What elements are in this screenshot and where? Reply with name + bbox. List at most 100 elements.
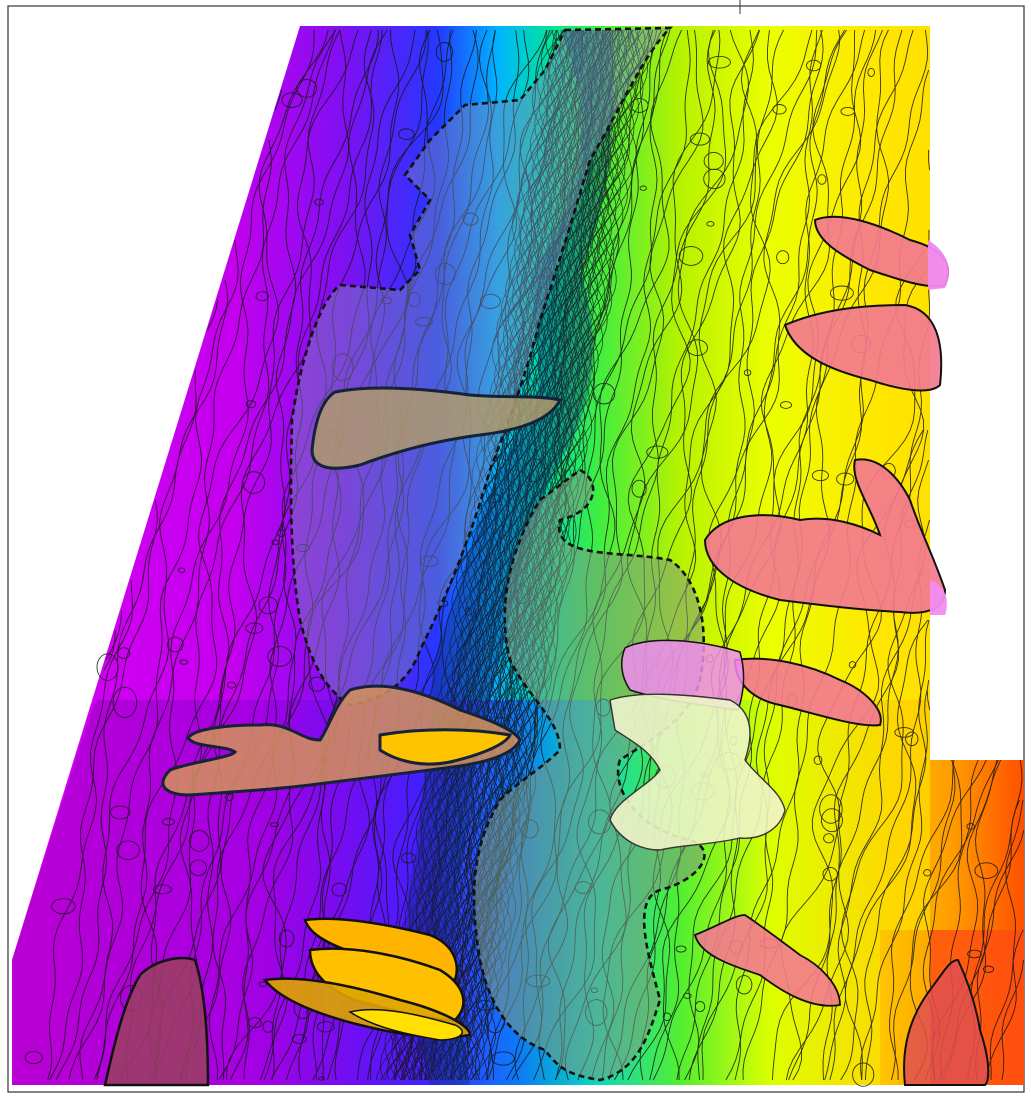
contour-line: [208, 29, 400, 1081]
contour-line: [984, 799, 1024, 1081]
contour-ring: [415, 317, 433, 327]
escarpment-contour: [425, 29, 610, 1081]
contour-ring: [820, 808, 843, 833]
pale-lobe: [609, 693, 786, 851]
contour-ring: [974, 862, 999, 879]
contour-ring: [258, 981, 267, 988]
contour-ring: [316, 1021, 335, 1033]
dashed-boundary-upper: [289, 26, 674, 707]
contour-ring: [245, 400, 257, 409]
contour-ring: [177, 567, 186, 574]
escarpment-contour: [387, 29, 565, 1081]
escarpment-contour: [380, 29, 568, 1081]
contour-line: [844, 619, 929, 1081]
escarpment-contour: [408, 29, 598, 1081]
contour-line: [96, 29, 315, 1081]
contour-ring: [51, 898, 76, 915]
contour-ring: [772, 104, 787, 115]
contour-ring: [694, 1000, 706, 1013]
contour-ring: [811, 469, 829, 482]
contour-ring: [400, 852, 417, 864]
contour-ring: [179, 659, 189, 665]
contour-ring: [271, 539, 280, 545]
contour-ring: [258, 596, 278, 615]
contour-ring: [819, 794, 843, 824]
contour-ring: [109, 805, 131, 820]
contour-ring: [24, 1051, 43, 1065]
contour-line: [1001, 959, 1024, 1081]
contour-ring: [813, 755, 823, 765]
contour-ring: [161, 818, 175, 826]
maroon-lobe-southwest: [103, 956, 210, 1087]
contour-line: [891, 759, 956, 1081]
contour-ring: [398, 128, 415, 140]
contour-ring: [967, 949, 982, 959]
contour-ring: [152, 884, 172, 895]
contour-ring: [678, 246, 704, 266]
contour-line: [788, 279, 931, 1081]
contour-line: [118, 29, 329, 1081]
contour-ring: [242, 471, 266, 494]
contour-ring: [475, 999, 495, 1011]
contour-ring: [491, 1051, 515, 1066]
contour-ring: [296, 544, 310, 552]
contour-line: [151, 29, 350, 1081]
contour-ring: [631, 479, 647, 498]
contour-ring: [331, 353, 354, 382]
escarpment-contour: [393, 29, 576, 1081]
contour-line: [314, 29, 492, 1081]
contour-ring: [776, 250, 790, 265]
contour-line: [125, 29, 335, 1081]
contour-line: [218, 29, 416, 1081]
escarpment-contour: [417, 29, 608, 1081]
pink-lobe-2: [783, 303, 943, 392]
dashed-boundary-lower: [472, 468, 706, 1082]
contour-ring: [434, 262, 456, 285]
contour-line: [413, 29, 604, 1081]
contour-ring: [743, 369, 752, 377]
pink-lobe-4: [733, 657, 882, 727]
contour-ring: [278, 929, 295, 948]
contour-ring: [189, 859, 207, 877]
contour-line: [271, 29, 454, 1081]
contour-ring: [706, 221, 715, 227]
gold-body-lower-4: [348, 1008, 463, 1041]
contour-ring: [117, 647, 131, 659]
magenta-lobe-2: [930, 580, 947, 615]
contour-ring: [689, 132, 710, 146]
contour-ring: [966, 823, 976, 830]
contour-line: [185, 29, 383, 1081]
contour-line: [312, 29, 530, 1081]
contour-line: [928, 149, 930, 171]
contour-ring: [188, 830, 210, 852]
escarpment-contour: [384, 29, 575, 1081]
contour-ring: [116, 840, 140, 860]
contour-ring: [281, 92, 303, 108]
contour-line: [334, 29, 548, 1081]
contour-line: [860, 689, 928, 1081]
contour-ring: [630, 98, 649, 113]
escarpment-contour: [398, 29, 575, 1081]
contour-line: [259, 29, 436, 1081]
contour-ring: [267, 645, 293, 667]
magenta-lobe-1: [928, 240, 949, 290]
contour-ring: [682, 992, 692, 999]
contour-line: [229, 29, 427, 1081]
contour-ring: [112, 686, 138, 719]
gold-body-middle: [378, 728, 513, 766]
contour-line: [829, 519, 930, 1081]
contour-line: [49, 499, 158, 1081]
escarpment-contour: [419, 29, 599, 1081]
contour-line: [103, 629, 116, 671]
contour-ring: [646, 445, 669, 459]
contour-line: [312, 29, 498, 1081]
contour-ring: [262, 1020, 274, 1033]
contour-ring: [487, 494, 502, 503]
contour-ring: [270, 822, 279, 828]
contour-ring: [276, 529, 286, 537]
contour-line: [47, 579, 133, 1081]
contour-ring: [592, 382, 616, 405]
contour-line: [105, 609, 123, 661]
contour-ring: [331, 882, 347, 897]
